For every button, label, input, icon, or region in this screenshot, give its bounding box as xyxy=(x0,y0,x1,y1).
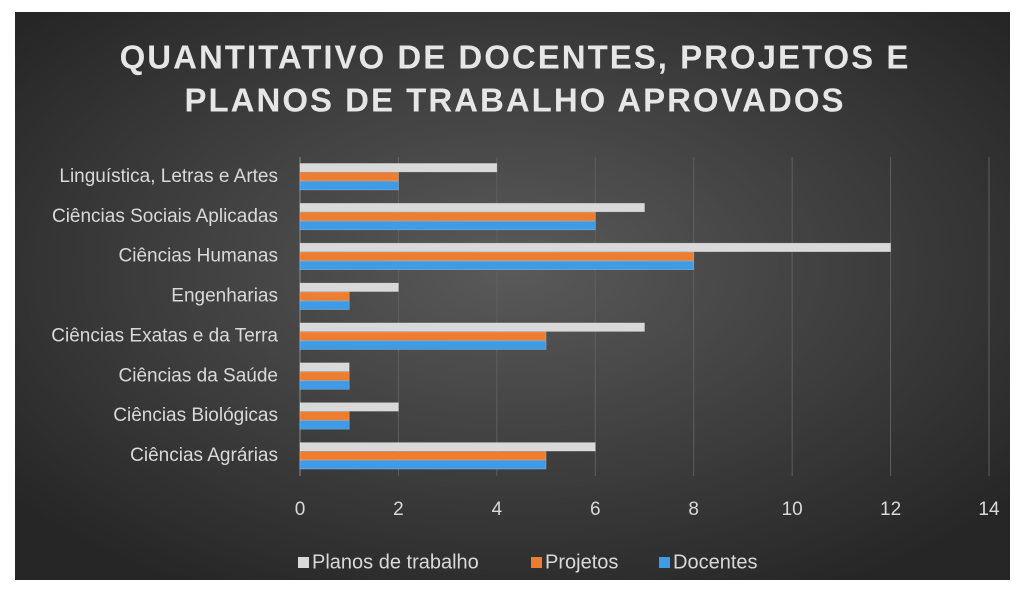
bar xyxy=(299,212,596,222)
x-tick-label: 8 xyxy=(688,499,699,520)
legend-label: Docentes xyxy=(673,551,758,573)
y-tick-label: Ciências Sociais Aplicadas xyxy=(52,206,278,227)
x-tick-label: 0 xyxy=(295,499,306,520)
y-tick-label: Ciências Exatas e da Terra xyxy=(51,325,278,346)
bar xyxy=(299,322,645,332)
bar xyxy=(299,380,350,390)
chart-title: QUANTITATIVO DE DOCENTES, PROJETOS E xyxy=(120,39,911,76)
bar xyxy=(299,371,350,381)
legend-swatch xyxy=(659,557,670,568)
bar xyxy=(299,203,645,213)
legend-swatch xyxy=(531,557,542,568)
bar xyxy=(299,282,399,292)
x-tick-label: 12 xyxy=(880,499,901,520)
bar xyxy=(299,411,350,421)
y-tick-label: Linguística, Letras e Artes xyxy=(59,166,278,187)
x-tick-label: 14 xyxy=(978,499,1000,520)
chart-title: PLANOS DE TRABALHO APROVADOS xyxy=(184,82,845,119)
bar xyxy=(299,251,695,261)
bar xyxy=(299,300,350,310)
bar xyxy=(299,221,596,231)
bar xyxy=(299,242,891,252)
x-tick-label: 2 xyxy=(393,499,404,520)
bar xyxy=(299,331,547,341)
bar xyxy=(299,291,350,301)
bar xyxy=(299,340,547,350)
bar xyxy=(299,460,547,470)
y-tick-label: Ciências Humanas xyxy=(119,246,278,267)
bar xyxy=(299,172,399,182)
y-tick-label: Ciências da Saúde xyxy=(119,365,279,386)
x-tick-label: 4 xyxy=(492,499,503,520)
bar xyxy=(299,163,498,173)
x-tick-label: 6 xyxy=(590,499,601,520)
y-tick-label: Ciências Biológicas xyxy=(113,405,278,426)
x-tick-label: 10 xyxy=(782,499,803,520)
chart-background xyxy=(15,12,1010,580)
bar xyxy=(299,442,596,452)
legend-swatch xyxy=(298,557,309,568)
bar xyxy=(299,402,399,412)
legend-label: Projetos xyxy=(545,551,618,573)
legend-label: Planos de trabalho xyxy=(312,551,479,573)
y-tick-label: Ciências Agrárias xyxy=(130,445,278,466)
bar xyxy=(299,181,399,191)
bar xyxy=(299,451,547,461)
bar xyxy=(299,420,350,430)
bar xyxy=(299,260,695,270)
y-tick-label: Engenharias xyxy=(171,286,278,307)
bar xyxy=(299,362,350,372)
